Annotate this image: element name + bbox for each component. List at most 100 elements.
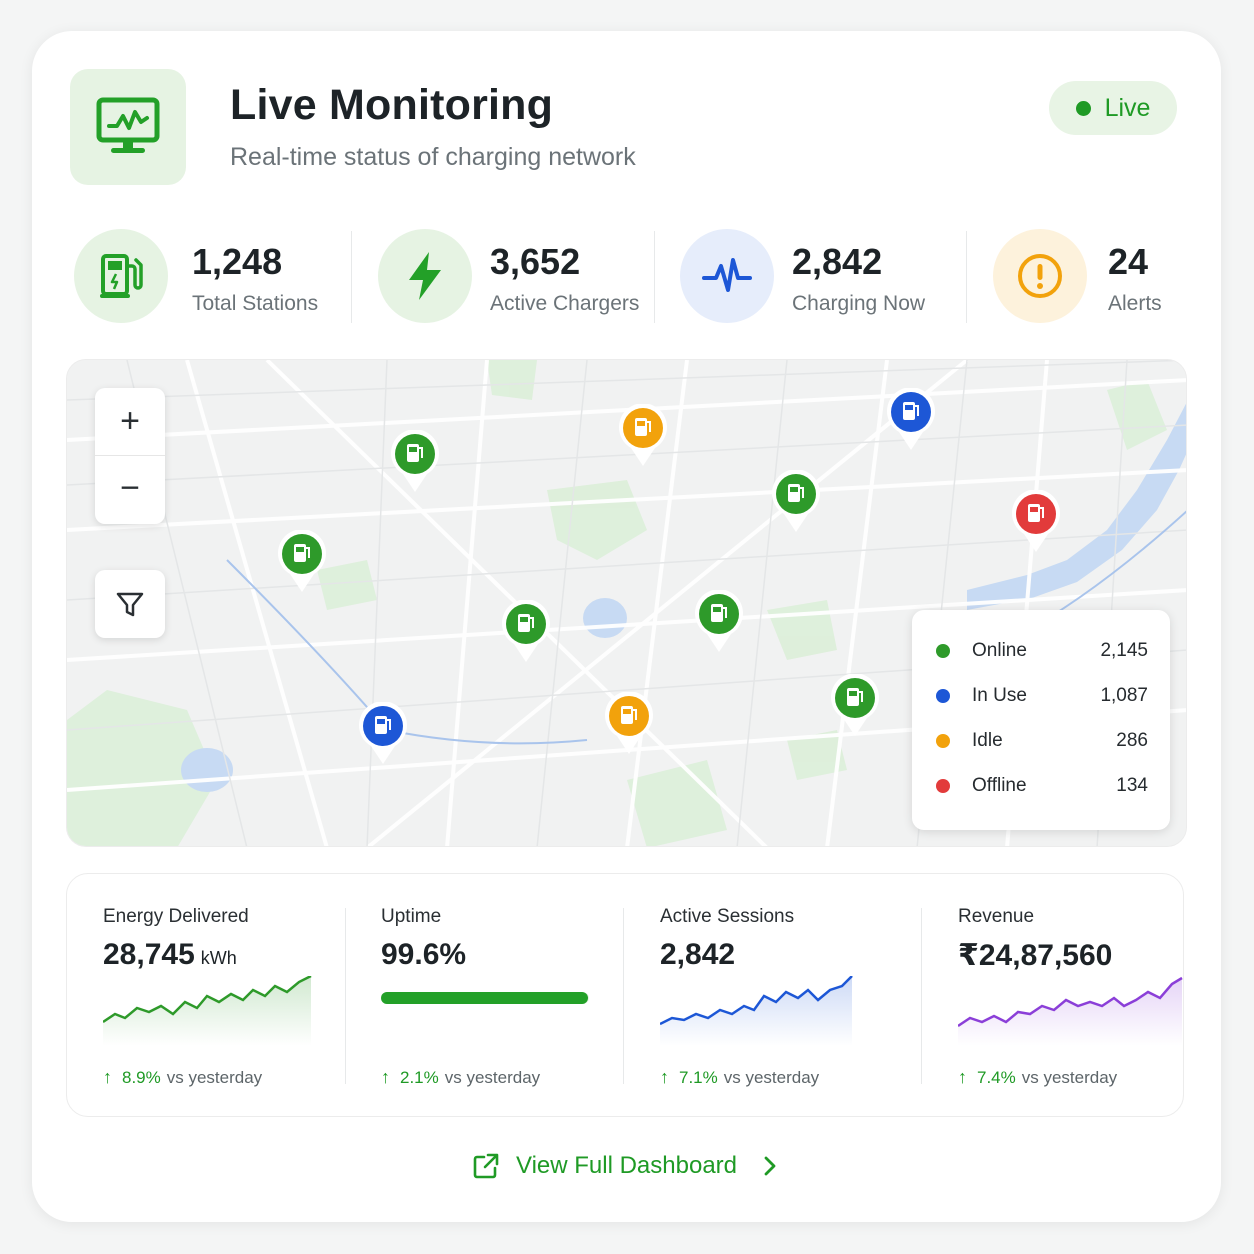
divider bbox=[966, 231, 967, 323]
live-dot-icon bbox=[1075, 100, 1091, 116]
metric-value: 2,842 bbox=[660, 938, 736, 971]
delta-suffix: vs yesterday bbox=[1021, 1067, 1118, 1087]
station-pin-online[interactable] bbox=[829, 673, 881, 738]
metric-number: 28,745 bbox=[103, 938, 195, 971]
delta-suffix: vs yesterday bbox=[166, 1067, 263, 1087]
station-pin-online[interactable] bbox=[389, 429, 441, 494]
page-title: Live Monitoring bbox=[230, 81, 554, 129]
metric-label: Revenue bbox=[958, 906, 1035, 927]
pulse-icon bbox=[680, 229, 774, 323]
station-pin-online[interactable] bbox=[500, 599, 552, 664]
idle-dot-icon bbox=[936, 734, 950, 748]
monitor-chart-icon bbox=[70, 69, 186, 185]
stat-label: Alerts bbox=[1108, 292, 1162, 315]
legend-label: Idle bbox=[972, 730, 1003, 751]
stat-value: 1,248 bbox=[192, 241, 283, 282]
metric-value: ₹24,87,560 bbox=[958, 939, 1113, 972]
stat-active-chargers: 3,652 Active Chargers bbox=[378, 229, 658, 325]
zoom-out-button[interactable]: − bbox=[120, 469, 140, 507]
delta-suffix: vs yesterday bbox=[723, 1067, 820, 1087]
live-label: Live bbox=[1104, 93, 1151, 122]
metric-value: 99.6% bbox=[381, 938, 467, 971]
online-dot-icon bbox=[936, 644, 950, 658]
metric-unit: kWh bbox=[200, 948, 237, 968]
filter-button[interactable] bbox=[95, 570, 165, 638]
legend-count: 286 bbox=[1116, 730, 1148, 751]
metric-value: 28,745 kWh bbox=[103, 938, 237, 972]
divider bbox=[95, 455, 165, 456]
station-pin-online[interactable] bbox=[770, 469, 822, 534]
station-pin-in-use[interactable] bbox=[357, 701, 409, 766]
offline-dot-icon bbox=[936, 779, 950, 793]
station-pin-online[interactable] bbox=[693, 589, 745, 654]
external-link-icon bbox=[473, 1153, 499, 1179]
alert-circle-icon bbox=[993, 229, 1087, 323]
divider bbox=[654, 231, 655, 323]
legend-item-idle: Idle 286 bbox=[936, 728, 1148, 754]
metric-delta: ↑ 8.9% vs yesterday bbox=[103, 1067, 262, 1088]
metric-uptime: Uptime 99.6% ↑ 2.1% vs yesterday bbox=[381, 874, 601, 1118]
metric-revenue: Revenue ₹24,87,560 ↑ 7.4% vs yesterday bbox=[958, 874, 1184, 1118]
live-status-badge[interactable]: Live bbox=[1049, 81, 1177, 135]
legend-count: 2,145 bbox=[1100, 640, 1148, 661]
metric-delta: ↑ 7.1% vs yesterday bbox=[660, 1067, 819, 1088]
live-monitoring-card: Live Monitoring Real-time status of char… bbox=[32, 31, 1221, 1222]
metrics-panel: Energy Delivered 28,745 kWh ↑ 8.9% vs yes… bbox=[66, 873, 1184, 1117]
legend-item-in-use: In Use 1,087 bbox=[936, 683, 1148, 709]
view-full-dashboard-link[interactable]: View Full Dashboard bbox=[472, 1149, 781, 1183]
lightning-icon bbox=[378, 229, 472, 323]
fuel-station-icon bbox=[74, 229, 168, 323]
legend-item-online: Online 2,145 bbox=[936, 638, 1148, 664]
chevron-right-icon bbox=[764, 1156, 776, 1176]
stat-label: Charging Now bbox=[792, 292, 926, 315]
legend-count: 1,087 bbox=[1100, 685, 1148, 706]
stat-label: Active Chargers bbox=[490, 292, 640, 315]
uptime-progress-fill bbox=[381, 992, 589, 1004]
station-pin-idle[interactable] bbox=[617, 403, 669, 468]
divider bbox=[345, 908, 346, 1084]
stat-label: Total Stations bbox=[192, 292, 319, 315]
sessions-sparkline bbox=[660, 976, 853, 1046]
stat-value: 3,652 bbox=[490, 241, 581, 282]
delta-percent: 7.1% bbox=[679, 1067, 718, 1087]
station-map[interactable]: + − Online 2,145 In Use bbox=[66, 359, 1187, 847]
stat-value: 24 bbox=[1108, 241, 1149, 282]
metric-energy-delivered: Energy Delivered 28,745 kWh ↑ 8.9% vs yes… bbox=[103, 874, 323, 1118]
delta-percent: 7.4% bbox=[977, 1067, 1016, 1087]
stat-charging-now: 2,842 Charging Now bbox=[680, 229, 970, 325]
metric-label: Uptime bbox=[381, 906, 442, 927]
legend-item-offline: Offline 134 bbox=[936, 773, 1148, 799]
arrow-up-icon: ↑ bbox=[958, 1067, 967, 1087]
legend-label: In Use bbox=[972, 685, 1027, 706]
delta-percent: 8.9% bbox=[122, 1067, 161, 1087]
metric-delta: ↑ 2.1% vs yesterday bbox=[381, 1067, 540, 1088]
arrow-up-icon: ↑ bbox=[103, 1067, 112, 1087]
metric-label: Energy Delivered bbox=[103, 906, 249, 927]
energy-sparkline bbox=[103, 976, 312, 1046]
delta-percent: 2.1% bbox=[400, 1067, 439, 1087]
legend-label: Offline bbox=[972, 775, 1027, 796]
uptime-progress-bar bbox=[381, 992, 589, 1004]
arrow-up-icon: ↑ bbox=[381, 1067, 390, 1087]
station-pin-idle[interactable] bbox=[603, 691, 655, 756]
filter-icon bbox=[116, 592, 144, 617]
divider bbox=[623, 908, 624, 1084]
divider bbox=[351, 231, 352, 323]
divider bbox=[921, 908, 922, 1084]
legend-count: 134 bbox=[1116, 775, 1148, 796]
legend-label: Online bbox=[972, 640, 1027, 661]
delta-suffix: vs yesterday bbox=[444, 1067, 541, 1087]
page-subtitle: Real-time status of charging network bbox=[230, 143, 636, 171]
station-pin-in-use[interactable] bbox=[885, 387, 937, 452]
station-pin-online[interactable] bbox=[276, 529, 328, 594]
revenue-sparkline bbox=[958, 976, 1183, 1046]
in-use-dot-icon bbox=[936, 689, 950, 703]
stat-total-stations: 1,248 Total Stations bbox=[74, 229, 334, 325]
zoom-control: + − bbox=[95, 388, 165, 524]
metric-active-sessions: Active Sessions 2,842 ↑ 7.1% vs yesterda… bbox=[660, 874, 880, 1118]
stat-value: 2,842 bbox=[792, 241, 883, 282]
zoom-in-button[interactable]: + bbox=[120, 402, 140, 440]
arrow-up-icon: ↑ bbox=[660, 1067, 669, 1087]
metric-label: Active Sessions bbox=[660, 906, 795, 927]
station-pin-offline[interactable] bbox=[1010, 489, 1062, 554]
